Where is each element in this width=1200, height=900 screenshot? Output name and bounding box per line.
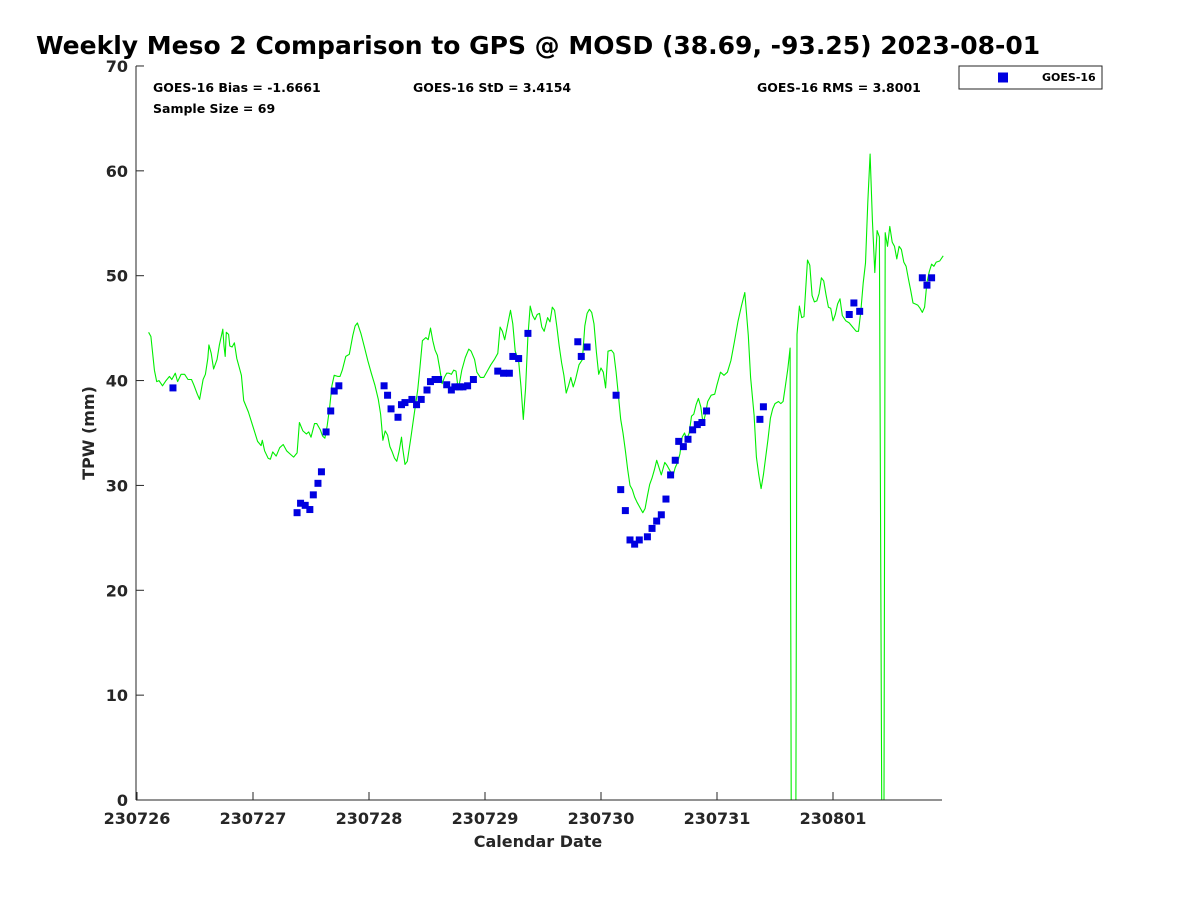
x-tick-label: 230729: [452, 809, 519, 828]
gps-line-series: [148, 153, 944, 801]
sample-size-stat: Sample Size = 69: [153, 101, 275, 116]
goes16-data-point: [330, 387, 338, 395]
legend-label-goes16: GOES-16: [1042, 71, 1096, 84]
goes16-data-point: [574, 338, 582, 346]
goes16-data-point: [657, 511, 665, 519]
y-tick-label: 10: [106, 686, 128, 705]
goes16-data-point: [322, 428, 330, 436]
plot-area: 0 10 20 30 40 50 60 70 230726 230727 230728 230729…: [104, 57, 944, 828]
goes16-data-point: [918, 274, 926, 282]
y-axis-label: TPW (mm): [79, 386, 98, 480]
goes16-data-point: [631, 540, 639, 548]
y-tick-label: 70: [106, 57, 128, 76]
goes16-data-point: [698, 419, 706, 427]
goes16-data-point: [314, 479, 322, 487]
goes16-data-point: [856, 307, 864, 315]
y-tick-label: 60: [106, 162, 128, 181]
y-axis-ticks: 0 10 20 30 40 50 60 70: [106, 57, 144, 810]
goes16-data-point: [583, 343, 591, 351]
goes16-data-point: [612, 391, 620, 399]
x-tick-label: 230731: [684, 809, 751, 828]
goes16-data-point: [464, 382, 472, 390]
goes16-data-point: [850, 299, 858, 307]
goes16-data-point: [426, 378, 434, 386]
goes16-data-point: [387, 405, 395, 413]
legend: GOES-16: [958, 65, 1103, 90]
goes16-data-point: [679, 443, 687, 451]
goes16-data-point: [443, 381, 451, 389]
goes16-data-point: [759, 403, 767, 411]
y-tick-label: 30: [106, 476, 128, 495]
goes16-data-point: [384, 391, 392, 399]
goes16-data-point: [662, 495, 670, 503]
goes16-data-point: [617, 486, 625, 494]
x-axis-ticks: 230726 230727 230728 230729 230730 230731 2308…: [104, 792, 867, 828]
chart-title: Weekly Meso 2 Comparison to GPS @ MOSD (…: [36, 31, 1040, 60]
goes16-data-point: [408, 395, 416, 403]
goes16-data-point: [671, 456, 679, 464]
goes16-data-point: [653, 517, 661, 525]
legend-marker-goes16: [998, 72, 1008, 83]
goes16-data-point: [643, 533, 651, 541]
y-tick-label: 0: [117, 791, 128, 810]
goes16-data-point: [327, 407, 335, 415]
goes16-data-point: [335, 382, 343, 390]
goes16-data-point: [515, 355, 523, 363]
goes16-data-point: [505, 369, 513, 377]
goes16-data-point: [845, 310, 853, 318]
goes16-data-point: [423, 386, 431, 394]
goes16-data-point: [459, 383, 467, 391]
y-tick-label: 40: [106, 372, 128, 391]
x-tick-label: 230801: [800, 809, 867, 828]
std-stat: GOES-16 StD = 3.4154: [413, 80, 571, 95]
goes16-data-point: [435, 376, 443, 384]
goes16-data-point: [923, 281, 931, 289]
x-tick-label: 230730: [568, 809, 635, 828]
goes16-scatter-series: [169, 274, 936, 548]
x-axis-label: Calendar Date: [474, 832, 603, 851]
goes16-data-point: [293, 509, 301, 517]
goes16-data-point: [297, 499, 305, 507]
y-tick-label: 20: [106, 581, 128, 600]
goes16-data-point: [301, 501, 309, 509]
goes16-data-point: [524, 329, 532, 337]
goes16-data-point: [928, 274, 936, 282]
x-tick-label: 230727: [220, 809, 287, 828]
goes16-data-point: [380, 382, 388, 390]
goes16-data-point: [621, 507, 629, 515]
goes16-data-point: [626, 536, 634, 544]
goes16-data-point: [756, 415, 764, 423]
goes16-data-point: [309, 491, 317, 499]
goes16-data-point: [689, 426, 697, 434]
goes16-data-point: [451, 383, 459, 391]
x-tick-label: 230726: [104, 809, 171, 828]
goes16-data-point: [306, 506, 314, 514]
goes16-data-point: [703, 407, 711, 415]
rms-stat: GOES-16 RMS = 3.8001: [757, 80, 921, 95]
goes16-data-point: [577, 352, 585, 360]
goes16-data-point: [494, 367, 502, 375]
bias-stat: GOES-16 Bias = -1.6661: [153, 80, 321, 95]
y-tick-label: 50: [106, 267, 128, 286]
goes16-data-point: [684, 435, 692, 443]
gps-tpw-line: [148, 153, 944, 801]
goes16-data-point: [667, 471, 675, 479]
goes16-data-point: [635, 536, 643, 544]
x-tick-label: 230728: [336, 809, 403, 828]
goes16-data-point: [675, 437, 683, 445]
goes16-data-point: [413, 401, 421, 409]
goes16-data-point: [648, 524, 656, 532]
goes16-data-point: [401, 399, 409, 407]
goes16-data-point: [317, 468, 325, 476]
goes16-data-point: [394, 413, 402, 421]
goes16-data-point: [417, 395, 425, 403]
goes16-data-point: [693, 421, 701, 429]
goes16-data-point: [469, 376, 477, 384]
goes16-data-point: [509, 352, 517, 360]
goes16-data-point: [500, 369, 508, 377]
goes16-data-point: [169, 384, 177, 392]
legend-box: [958, 65, 1103, 90]
